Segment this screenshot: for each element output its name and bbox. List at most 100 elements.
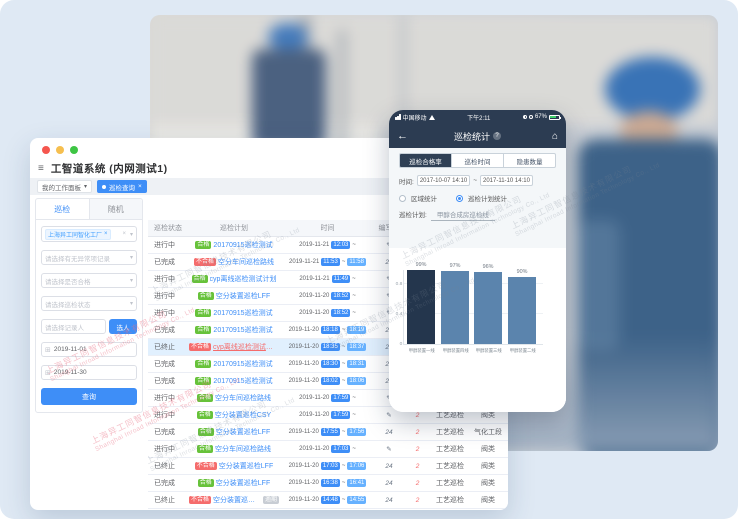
record-cell[interactable]: ✎: [375, 275, 403, 283]
record-cell[interactable]: 24: [375, 463, 403, 470]
select-placeholder: 请选择有无异常项记录: [45, 255, 110, 263]
close-tab-icon[interactable]: ×: [138, 183, 142, 190]
abnormal-record-select[interactable]: 请选择有无异常项记录 ▾: [41, 250, 137, 265]
segment-2[interactable]: 隐患数量: [516, 158, 543, 166]
edit-record-icon[interactable]: ✎: [386, 394, 391, 402]
record-cell[interactable]: 24: [375, 361, 403, 368]
record-cell[interactable]: 24: [375, 429, 403, 436]
edit-record-icon[interactable]: ✎: [386, 241, 391, 249]
end-date-input[interactable]: ⊞ 2019-11-30: [41, 365, 137, 380]
pick-person-button[interactable]: 选人: [109, 319, 137, 334]
area-radio[interactable]: [399, 194, 406, 202]
record-cell[interactable]: ✎: [375, 445, 403, 453]
factory-select[interactable]: 上海异工同智化工厂 × × ▾: [41, 226, 137, 242]
edit-record-icon[interactable]: 24: [385, 496, 393, 504]
table-row[interactable]: 已终止 不合格 空分装置巡检LFF 2019-11-20 17:03 ~17:06 24 2 工…: [148, 458, 508, 475]
record-cell[interactable]: 24: [375, 480, 403, 487]
edit-record-icon[interactable]: 24: [385, 428, 393, 436]
maximize-window-button[interactable]: [70, 146, 78, 154]
recorder-input[interactable]: 请选择记录人: [41, 319, 106, 334]
record-cell[interactable]: ✎: [375, 309, 403, 317]
record-cell[interactable]: ✎: [375, 411, 403, 419]
time-to-input[interactable]: 2017-11-10 14:10: [479, 175, 533, 186]
clear-select-icon[interactable]: ×: [122, 231, 126, 237]
sidebar-tab-random[interactable]: 随机: [107, 204, 124, 214]
edit-record-icon[interactable]: ✎: [386, 309, 391, 317]
segment-1[interactable]: 巡检时间: [452, 154, 504, 167]
tab-inspection-query[interactable]: 巡检查询 ×: [97, 180, 147, 193]
edit-record-icon[interactable]: ✎: [386, 446, 392, 453]
edit-record-icon[interactable]: ✎: [386, 412, 392, 419]
plan-link[interactable]: 空分装置巡检LFF: [215, 480, 271, 487]
abnormal-cell[interactable]: 2: [403, 446, 432, 453]
plan-link[interactable]: 空分装置巡检LFF: [215, 429, 271, 436]
time-cell: 2019-11-20 18:52 ~: [280, 309, 375, 317]
edit-record-icon[interactable]: ✎: [386, 275, 391, 283]
plan-link[interactable]: 空分装置巡检CSY: [214, 412, 272, 419]
record-cell[interactable]: 24: [375, 497, 403, 504]
edit-record-icon[interactable]: 24: [385, 462, 393, 470]
home-icon[interactable]: ⌂: [551, 130, 558, 142]
plan-link[interactable]: 20170915巡检测试: [213, 361, 273, 368]
plan-radio[interactable]: [456, 194, 463, 202]
recorder-placeholder: 请选择记录人: [45, 324, 84, 332]
status-select[interactable]: 请选择巡检状态 ▾: [41, 296, 137, 311]
query-button[interactable]: 查询: [41, 388, 137, 405]
pass-fail-select[interactable]: 请选择是否合格 ▾: [41, 273, 137, 288]
tilde: ~: [352, 242, 356, 248]
chart-bar[interactable]: [441, 271, 469, 344]
plan-link[interactable]: 20170915巡检测试: [213, 310, 273, 317]
plan-link[interactable]: 20170915巡检测试: [213, 242, 273, 249]
chart-bar[interactable]: [508, 276, 536, 344]
edit-record-icon[interactable]: 24: [385, 344, 392, 351]
time-from-input[interactable]: 2017-10-07 14:10: [416, 175, 471, 186]
table-row[interactable]: 已完成 合格 空分装置巡检LFF 2019-11-20 17:55 ~17:56 24 2 工艺…: [148, 424, 508, 441]
record-cell[interactable]: ✎: [375, 292, 403, 300]
table-row[interactable]: 已完成 合格 空分装置巡检LFF 2019-11-20 16:38 ~16:41 24 2 工艺…: [148, 475, 508, 492]
plan-link[interactable]: 空分装置巡检LFF: [213, 497, 261, 504]
table-row[interactable]: 已终止不合格空分装置巡检LFF逾期2019-11-2014:48~14:5524…: [148, 492, 508, 509]
plan-link[interactable]: cyp离线巡检测试计划: [213, 344, 279, 351]
plan-link[interactable]: cyp离线巡检测试计划: [209, 276, 277, 283]
edit-record-icon[interactable]: 24: [385, 361, 392, 368]
record-cell[interactable]: 24: [375, 259, 403, 266]
back-arrow-icon[interactable]: ←: [397, 130, 408, 142]
plan-link[interactable]: 空分车间巡检路线: [215, 395, 271, 402]
edit-record-icon[interactable]: 24: [385, 479, 393, 487]
plan-link[interactable]: 空分装置巡检LFF: [218, 463, 274, 470]
abnormal-cell[interactable]: 2: [403, 480, 432, 487]
tilde-separator: ~: [473, 177, 477, 184]
sidebar-tab-inspection[interactable]: 巡检: [36, 199, 90, 219]
start-date-input[interactable]: ⊞ 2019-11-01: [41, 342, 137, 357]
abnormal-count: 2: [415, 462, 420, 470]
abnormal-cell[interactable]: 2: [403, 412, 432, 419]
remove-tag-icon[interactable]: ×: [104, 231, 108, 237]
close-window-button[interactable]: [42, 146, 50, 154]
record-cell[interactable]: ✎: [375, 394, 403, 402]
plan-link[interactable]: 空分车间巡检路线: [218, 259, 274, 266]
edit-record-icon[interactable]: 24: [385, 327, 392, 334]
plan-value-select[interactable]: 甲醇合成房巡检线: [430, 209, 495, 221]
minimize-window-button[interactable]: [56, 146, 64, 154]
record-cell[interactable]: ✎: [375, 241, 403, 249]
abnormal-cell[interactable]: 2: [403, 429, 432, 436]
edit-record-icon[interactable]: 24: [385, 378, 392, 385]
plan-link[interactable]: 空分车间巡检路线: [215, 446, 271, 453]
help-icon[interactable]: ?: [493, 132, 501, 140]
segment-0[interactable]: 巡检合格率: [400, 154, 452, 167]
table-row[interactable]: 进行中 合格 空分车间巡检路线 2019-11-20 17:03 ~ ✎ 2 工艺巡检 阀类: [148, 441, 508, 458]
edit-record-icon[interactable]: 24: [385, 259, 392, 266]
record-cell[interactable]: 24: [375, 378, 403, 385]
record-cell[interactable]: 24: [375, 344, 403, 351]
edit-record-icon[interactable]: ✎: [386, 292, 391, 300]
tab-workspace[interactable]: 我的工作面板 ▾: [37, 180, 93, 193]
record-cell[interactable]: 24: [375, 327, 403, 334]
chart-bar[interactable]: [474, 272, 502, 344]
menu-icon[interactable]: ≡: [38, 162, 44, 174]
plan-link[interactable]: 20170915巡检测试: [213, 378, 273, 385]
plan-link[interactable]: 20170915巡检测试: [213, 327, 273, 334]
chart-bar[interactable]: [407, 269, 435, 344]
plan-link[interactable]: 空分装置巡检LFF: [215, 293, 271, 300]
abnormal-cell[interactable]: 2: [403, 463, 432, 470]
abnormal-cell[interactable]: 2: [403, 497, 432, 504]
